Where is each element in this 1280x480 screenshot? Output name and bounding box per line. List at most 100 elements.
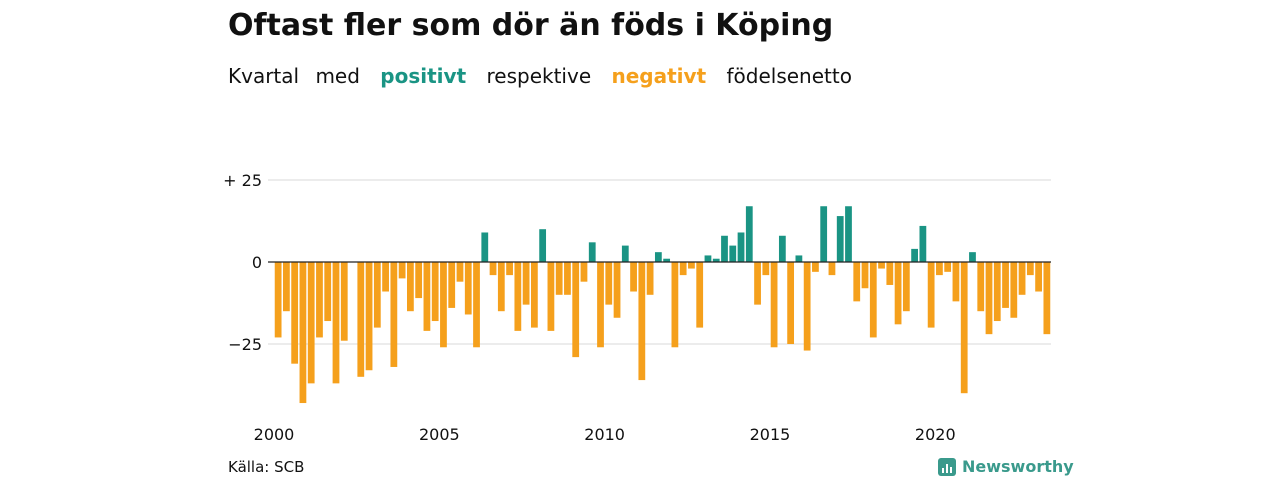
bar — [778, 235, 786, 262]
bar — [555, 262, 563, 295]
bar — [580, 262, 588, 282]
bar — [944, 262, 952, 272]
bar — [340, 262, 348, 341]
bar — [754, 262, 761, 305]
bar — [299, 262, 307, 404]
bar — [539, 229, 547, 262]
subtitle-word: respektive — [486, 64, 592, 88]
bar — [398, 262, 406, 279]
bar — [803, 262, 811, 351]
bar — [820, 206, 828, 262]
bar — [737, 232, 745, 262]
bar — [770, 262, 778, 348]
bar — [878, 262, 885, 269]
bar — [448, 262, 456, 308]
bar — [853, 262, 861, 302]
bar — [787, 262, 795, 344]
y-tick-label: + 25 — [223, 171, 262, 190]
bar — [423, 262, 431, 331]
bar — [365, 262, 373, 371]
bar — [464, 262, 472, 315]
bar — [613, 262, 621, 318]
bar — [688, 262, 695, 269]
bar — [431, 262, 439, 322]
brand-name: Newsworthy — [962, 457, 1074, 476]
bar — [654, 252, 662, 262]
bar — [530, 262, 538, 328]
y-tick-label: −25 — [228, 335, 262, 354]
bar — [564, 262, 571, 295]
bar — [721, 235, 728, 262]
bar — [390, 262, 398, 367]
bar — [630, 262, 637, 292]
bar — [489, 262, 497, 276]
bar — [514, 262, 522, 331]
bar — [828, 262, 836, 276]
bar — [836, 216, 844, 262]
bar — [357, 262, 365, 377]
bar — [456, 262, 464, 282]
positive-legend-label: positivt — [380, 64, 467, 88]
bar — [506, 262, 513, 276]
bar — [745, 206, 753, 262]
bar — [332, 262, 340, 384]
bar — [919, 225, 927, 262]
bar — [993, 262, 1001, 322]
bar — [291, 262, 299, 364]
bar — [894, 262, 902, 325]
subtitle-word: Kvartal — [228, 64, 300, 88]
bar — [679, 262, 687, 276]
bar — [712, 258, 720, 262]
bar — [1010, 262, 1018, 318]
bar — [704, 255, 712, 262]
bar — [663, 258, 671, 262]
chart-title: Oftast fler som dör än föds i Köping — [228, 8, 834, 43]
bar — [415, 262, 423, 299]
y-tick-label: 0 — [252, 253, 262, 272]
x-tick-label: 2020 — [915, 425, 956, 444]
bar — [952, 262, 960, 302]
bar — [671, 262, 679, 348]
bar — [497, 262, 505, 312]
bar — [845, 206, 852, 262]
bar — [440, 262, 447, 348]
subtitle-word: födelsenetto — [726, 64, 852, 88]
bar — [481, 232, 489, 262]
bar — [638, 262, 646, 381]
brand-logo: Newsworthy — [938, 457, 1074, 476]
bar — [869, 262, 877, 338]
bar — [762, 262, 770, 276]
bar — [373, 262, 381, 328]
source-note: Källa: SCB — [228, 458, 305, 476]
bar — [985, 262, 993, 335]
bar — [927, 262, 935, 328]
bar — [382, 262, 389, 292]
bar — [324, 262, 332, 322]
bar — [1043, 262, 1051, 335]
bar — [795, 255, 803, 262]
bar — [886, 262, 894, 285]
bar — [1002, 262, 1009, 308]
bar — [588, 242, 596, 262]
x-tick-label: 2010 — [584, 425, 625, 444]
bar — [977, 262, 985, 312]
bar — [969, 252, 976, 262]
bar — [696, 262, 704, 328]
x-tick-label: 2005 — [419, 425, 460, 444]
bar — [1018, 262, 1026, 295]
x-tick-label: 2015 — [750, 425, 791, 444]
bar — [406, 262, 414, 312]
subtitle-word: med — [315, 64, 360, 88]
bar — [1026, 262, 1034, 276]
bar — [473, 262, 480, 348]
x-tick-label: 2000 — [254, 425, 295, 444]
bar — [812, 262, 819, 272]
bar — [572, 262, 580, 358]
bar — [936, 262, 943, 276]
bar — [522, 262, 530, 305]
bar — [902, 262, 910, 312]
bar — [1035, 262, 1042, 292]
chart-subtitle: Kvartal med positivt respektive negativt… — [228, 64, 862, 88]
bar — [646, 262, 654, 295]
